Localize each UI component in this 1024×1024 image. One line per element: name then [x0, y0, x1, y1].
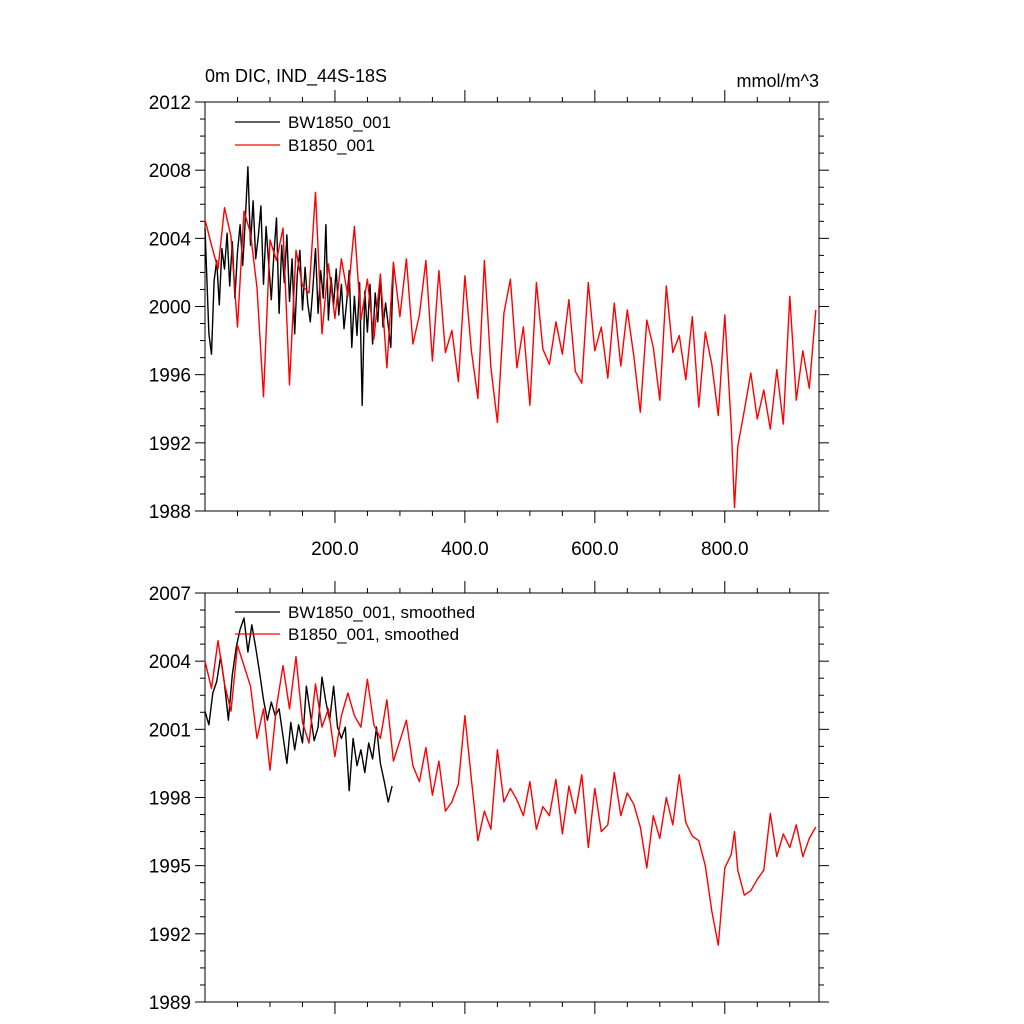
bottom-plot-frame — [204, 592, 820, 1003]
top-chart-title: 0m DIC, IND_44S-18S — [205, 66, 387, 87]
top-legend-label-b: B1850_001 — [288, 136, 375, 155]
top-ticks: 1988 1992 1996 2000 2004 2008 2012 200.0 400.0 60… — [149, 90, 829, 560]
top-series — [204, 166, 817, 509]
top-xtick-label: 200.0 — [311, 539, 359, 560]
top-ytick-label: 1992 — [149, 434, 191, 455]
top-ytick-label: 1996 — [149, 366, 191, 387]
top-series-line-bw1850 — [204, 166, 395, 406]
bottom-ytick-label: 2001 — [149, 720, 191, 741]
bottom-ytick-label: 2004 — [149, 652, 192, 673]
top-ytick-label: 2000 — [149, 298, 191, 319]
top-legend-label-bw: BW1850_001 — [288, 113, 391, 132]
top-ytick-label: 2004 — [149, 229, 192, 250]
bottom-ytick-label: 2007 — [149, 584, 191, 605]
top-xtick-label: 400.0 — [441, 539, 489, 560]
top-chart-units: mmol/m^3 — [737, 71, 819, 91]
top-xtick-label: 800.0 — [701, 539, 749, 560]
bottom-series-line-bw1850 — [204, 617, 393, 803]
top-series-line-b1850 — [204, 191, 817, 509]
bottom-legend-label-b: B1850_001, smoothed — [288, 625, 459, 644]
top-ytick-label: 1988 — [149, 502, 191, 523]
bottom-legend-label-bw: BW1850_001, smoothed — [288, 603, 475, 622]
bottom-series-line-b1850 — [204, 640, 817, 946]
bottom-series — [204, 617, 817, 946]
bottom-ytick-label: 1995 — [149, 857, 191, 878]
bottom-ytick-label: 1998 — [149, 789, 191, 810]
top-xtick-label: 600.0 — [571, 539, 619, 560]
bottom-legend: BW1850_001, smoothed B1850_001, smoothed — [235, 603, 475, 644]
top-ytick-label: 2012 — [149, 93, 191, 114]
bottom-ytick-label: 1992 — [149, 925, 191, 946]
bottom-panel: 1989 1992 1995 1998 2001 2004 2007 BW1850_001,… — [149, 581, 829, 1014]
top-panel: 0m DIC, IND_44S-18S mmol/m^3 1988 1992 199… — [149, 66, 829, 560]
bottom-ytick-label: 1989 — [149, 993, 191, 1014]
top-legend: BW1850_001 B1850_001 — [235, 113, 391, 155]
top-ytick-label: 2008 — [149, 161, 191, 182]
bottom-ticks: 1989 1992 1995 1998 2001 2004 2007 — [149, 581, 829, 1014]
